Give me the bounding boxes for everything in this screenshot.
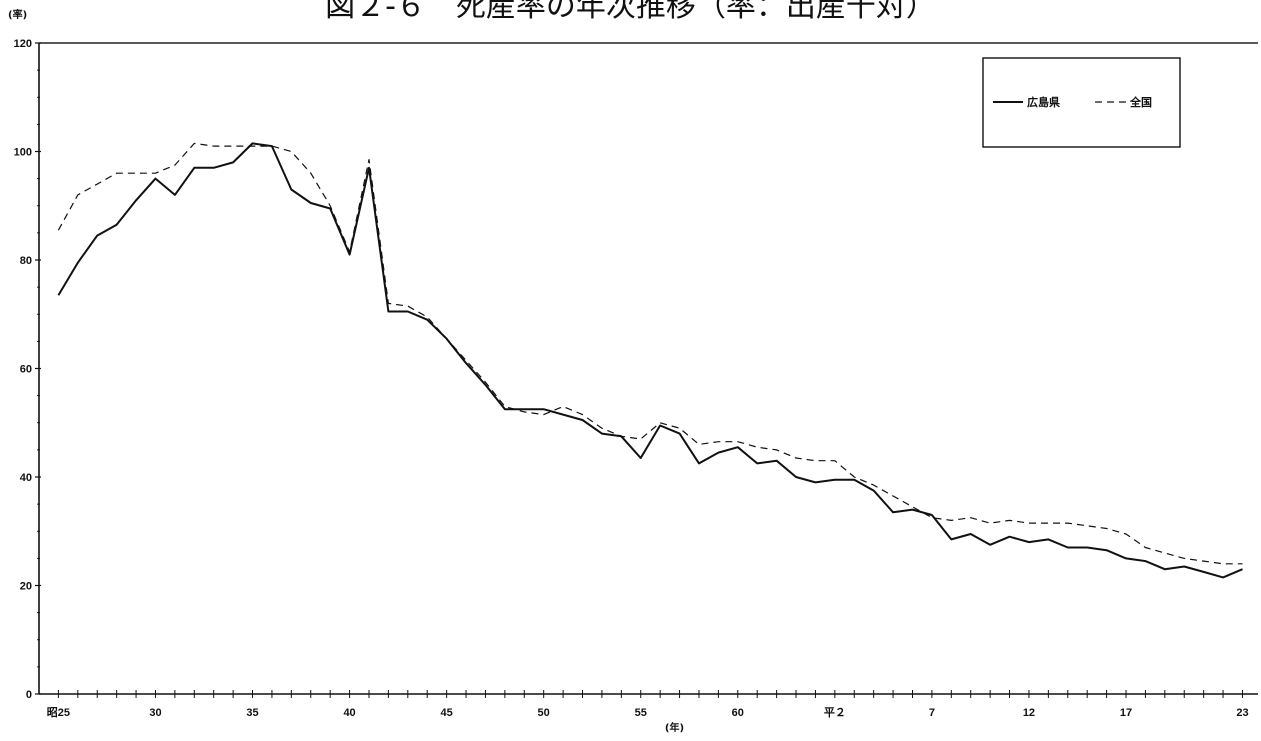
x-tick-label: 17 (1120, 707, 1132, 719)
y-tick-label: 20 (20, 581, 32, 593)
x-tick-label: 30 (149, 707, 161, 719)
x-axis-label: (年) (665, 721, 684, 734)
x-tick-label: 60 (732, 707, 744, 719)
legend-label-national: 全国 (1129, 95, 1152, 109)
x-tick-label: 40 (343, 707, 355, 719)
y-tick-label: 60 (20, 364, 32, 376)
x-tick-label: 12 (1023, 707, 1035, 719)
x-tick-label: 7 (929, 707, 935, 719)
y-tick-label: 120 (14, 38, 32, 50)
x-tick-label: 平２ (824, 706, 846, 719)
x-tick-label: 55 (635, 707, 647, 719)
chart-title: 図２-６ 死産率の年次推移（率：出産千対） (325, 0, 936, 24)
y-tick-label: 80 (20, 255, 32, 267)
y-tick-label: 0 (26, 689, 32, 701)
x-tick-label: 23 (1236, 707, 1248, 719)
x-tick-label: 45 (441, 707, 453, 719)
y-tick-label: 40 (20, 472, 32, 484)
x-tick-label: 50 (538, 707, 550, 719)
y-axis-label: (率) (8, 8, 27, 21)
series-line-national (57, 142, 1243, 565)
series-line-hiroshima (57, 142, 1243, 579)
x-tick-label: 昭25 (47, 706, 70, 719)
legend-label-hiroshima: 広島県 (1027, 95, 1060, 109)
x-tick-label: 35 (246, 707, 258, 719)
y-tick-label: 100 (14, 147, 32, 159)
